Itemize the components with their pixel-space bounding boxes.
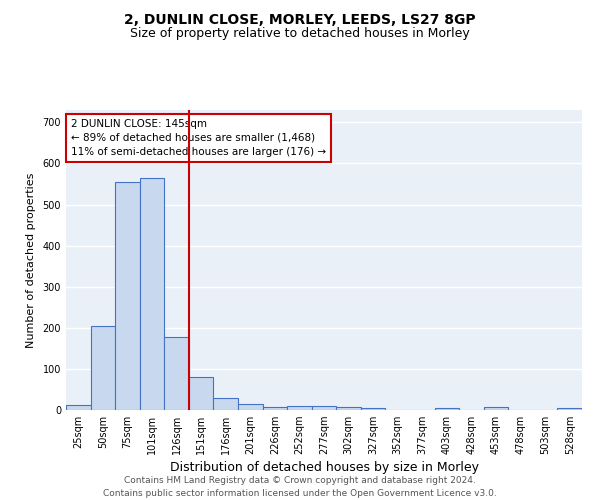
Bar — [91, 326, 115, 410]
Bar — [238, 404, 263, 410]
Text: 2 DUNLIN CLOSE: 145sqm
← 89% of detached houses are smaller (1,468)
11% of semi-: 2 DUNLIN CLOSE: 145sqm ← 89% of detached… — [71, 119, 326, 157]
Bar — [312, 406, 336, 410]
Bar — [287, 406, 312, 410]
Bar — [115, 182, 140, 410]
Bar — [164, 337, 189, 410]
Text: Contains HM Land Registry data © Crown copyright and database right 2024.
Contai: Contains HM Land Registry data © Crown c… — [103, 476, 497, 498]
Bar — [484, 407, 508, 410]
Bar — [140, 178, 164, 410]
Bar — [189, 377, 214, 410]
Y-axis label: Number of detached properties: Number of detached properties — [26, 172, 35, 348]
Bar — [361, 408, 385, 410]
Bar — [263, 406, 287, 410]
Text: 2, DUNLIN CLOSE, MORLEY, LEEDS, LS27 8GP: 2, DUNLIN CLOSE, MORLEY, LEEDS, LS27 8GP — [124, 12, 476, 26]
Bar — [336, 406, 361, 410]
Bar — [214, 398, 238, 410]
Bar — [66, 404, 91, 410]
Bar — [434, 408, 459, 410]
Text: Size of property relative to detached houses in Morley: Size of property relative to detached ho… — [130, 28, 470, 40]
X-axis label: Distribution of detached houses by size in Morley: Distribution of detached houses by size … — [170, 462, 479, 474]
Bar — [557, 408, 582, 410]
